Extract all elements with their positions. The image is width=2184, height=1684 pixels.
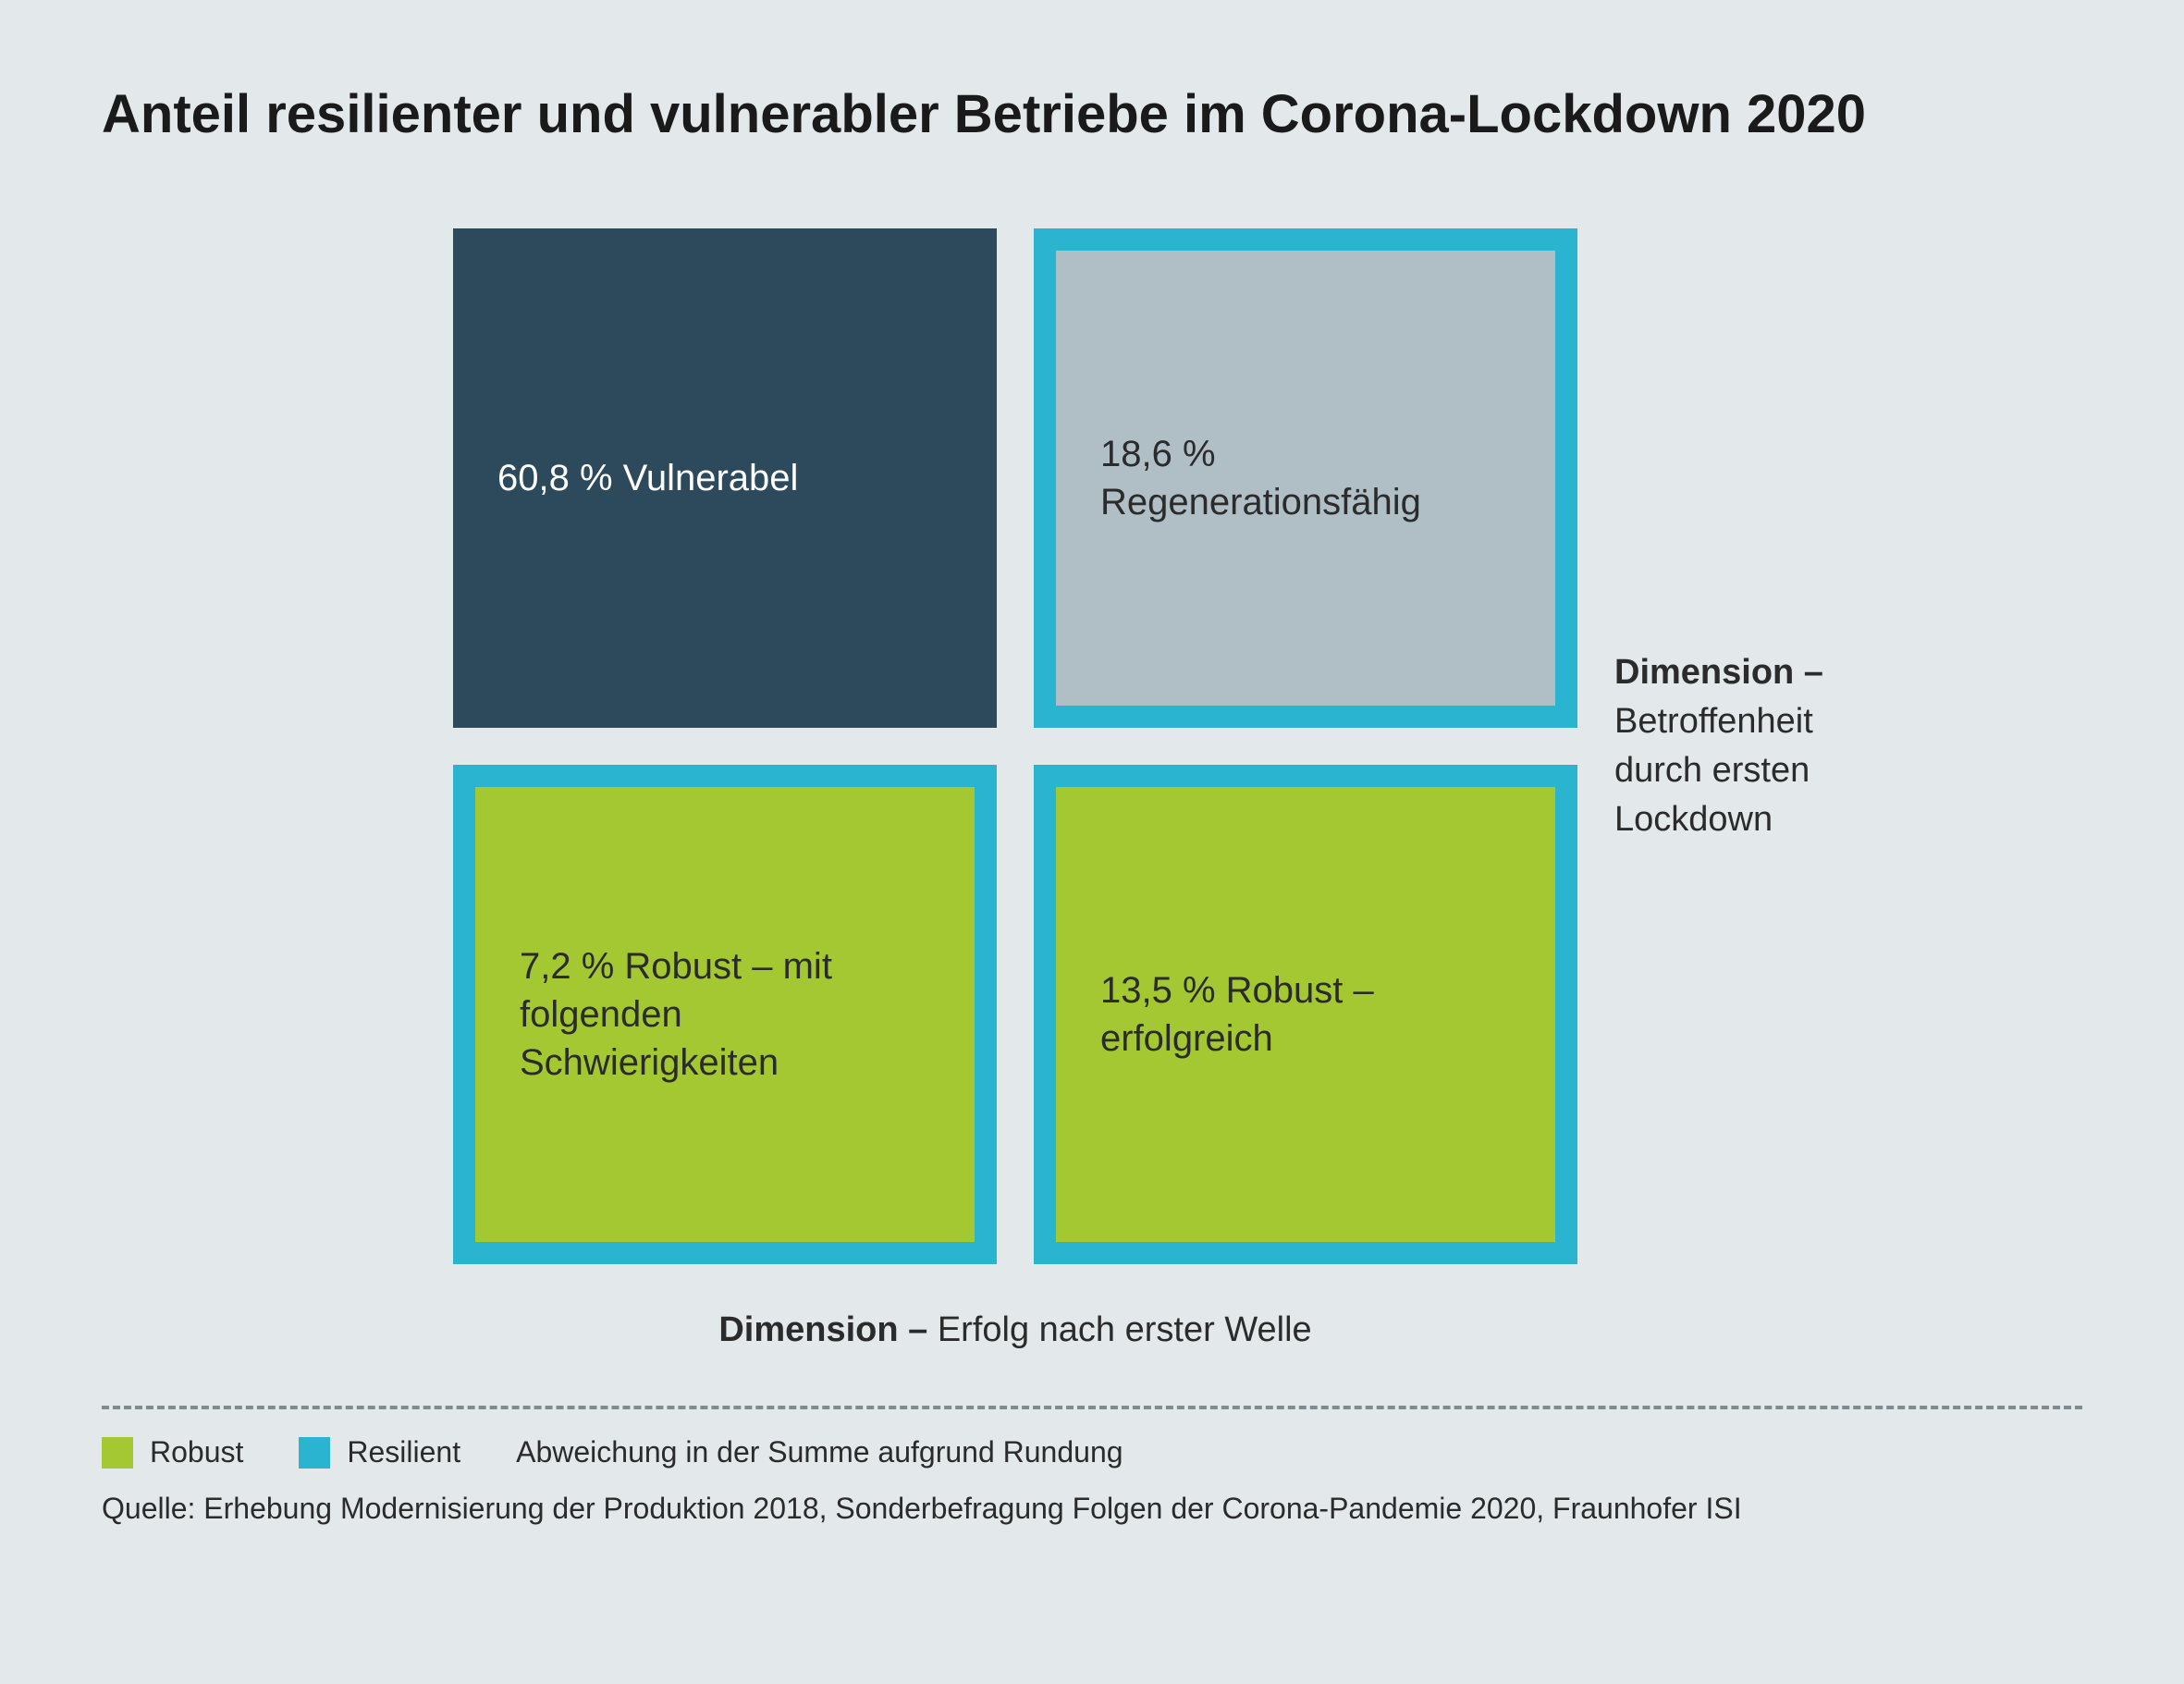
axis-bottom-text: Erfolg nach erster Welle — [927, 1310, 1311, 1349]
axis-bottom-label: Dimension – Erfolg nach erster Welle — [453, 1310, 1577, 1350]
legend-label: Resilient — [347, 1435, 460, 1469]
matrix-with-axis: 60,8 % Vulnerabel 18,6 % Regenerationsfä… — [453, 228, 2082, 1264]
quadrant-label: 18,6 % Regenerationsfähig — [1100, 430, 1511, 526]
quadrant-label: 7,2 % Robust – mit folgenden Schwierigke… — [520, 942, 930, 1087]
quadrant-vulnerabel: 60,8 % Vulnerabel — [453, 228, 997, 728]
swatch-robust-icon — [102, 1437, 133, 1469]
quadrant-regenerationsfaehig: 18,6 % Regenerationsfähig — [1034, 228, 1577, 728]
quadrant-label: 13,5 % Robust – erfolgreich — [1100, 966, 1511, 1063]
infographic-canvas: Anteil resilienter und vulnerabler Betri… — [0, 0, 2184, 1684]
axis-right-text: Betroffenheit durch ersten Lockdown — [1614, 702, 1813, 839]
quadrant-label: 60,8 % Vulnerabel — [497, 454, 798, 502]
axis-bottom-title: Dimension – — [718, 1310, 927, 1349]
page-title: Anteil resilienter und vulnerabler Betri… — [102, 83, 2082, 145]
legend-item-robust: Robust — [102, 1435, 243, 1469]
quadrant-matrix: 60,8 % Vulnerabel 18,6 % Regenerationsfä… — [453, 228, 1577, 1264]
quadrant-robust-schwierigkeiten: 7,2 % Robust – mit folgenden Schwierigke… — [453, 765, 997, 1264]
legend-label: Robust — [150, 1435, 243, 1469]
quadrant-robust-erfolgreich: 13,5 % Robust – erfolgreich — [1034, 765, 1577, 1264]
legend-note: Abweichung in der Summe aufgrund Rundung — [516, 1435, 1123, 1469]
legend-item-resilient: Resilient — [299, 1435, 460, 1469]
axis-right-title: Dimension – — [1614, 653, 1823, 692]
section-divider — [102, 1406, 2082, 1409]
source-citation: Quelle: Erhebung Modernisierung der Prod… — [102, 1492, 2082, 1526]
swatch-resilient-icon — [299, 1437, 330, 1469]
legend: Robust Resilient Abweichung in der Summe… — [102, 1435, 2082, 1469]
axis-right-label: Dimension – Betroffenheit durch ersten L… — [1614, 648, 1901, 845]
